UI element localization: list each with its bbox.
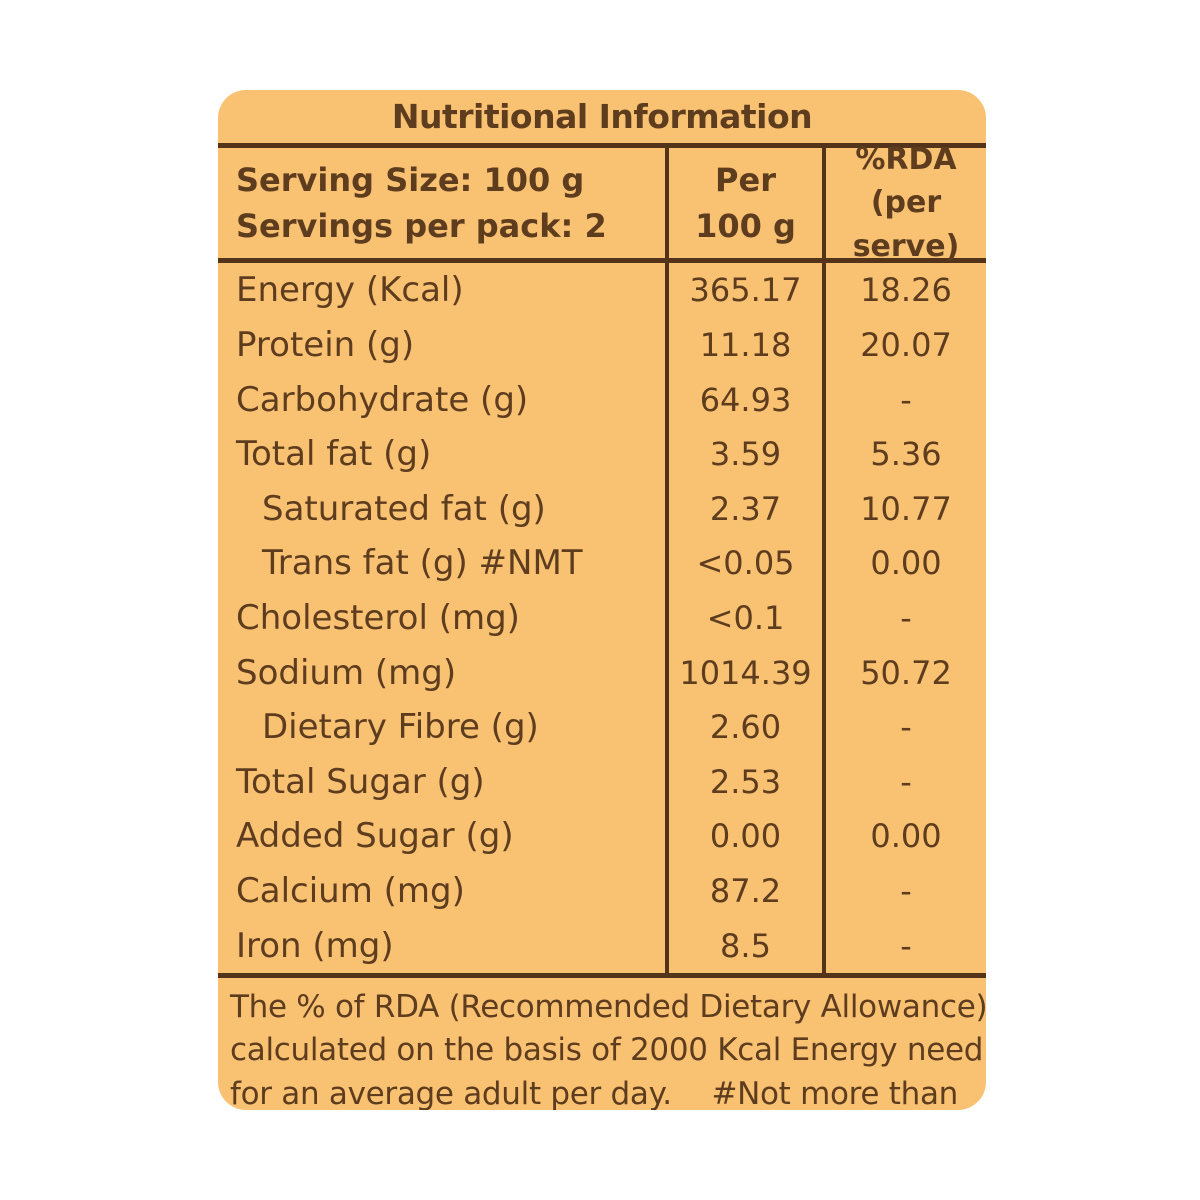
- nutrient-rda-value: -: [822, 918, 986, 973]
- table-row: Iron (mg) 8.5-: [218, 918, 986, 973]
- nutrient-per-100g-value: <0.1: [665, 590, 822, 646]
- table-row: Calcium (mg) 87.2-: [218, 863, 986, 919]
- nutrient-per-100g-value: 2.53: [665, 754, 822, 810]
- nutrient-rda-value: 0.00: [822, 536, 986, 591]
- table-row: Trans fat (g) #NMT <0.05 0.00: [218, 536, 986, 591]
- nutrient-per-100g-value: 3.59: [665, 426, 822, 482]
- nutrient-label: Dietary Fibre (g): [262, 707, 539, 748]
- nutrient-per-100g-value: 8.5: [665, 918, 822, 973]
- nutrient-per-100g-value: 11.18: [665, 317, 822, 373]
- footnote-line2: calculated on the basis of 2000 Kcal Ene…: [230, 1032, 984, 1069]
- footnote: The % of RDA (Recommended Dietary Allowa…: [218, 973, 986, 1110]
- nutrient-per-100g-value: 64.93: [665, 372, 822, 427]
- table-row: Total Sugar (g) 2.53-: [218, 754, 986, 810]
- nutrient-label: Added Sugar (g): [236, 816, 514, 857]
- nutrient-rda-value: 18.26: [822, 263, 986, 318]
- nutrient-label: Iron (mg): [236, 925, 394, 966]
- nutrient-label: Energy (Kcal): [236, 270, 464, 311]
- nutrient-per-100g-value: 0.00: [665, 809, 822, 864]
- table-header-row: Serving Size: 100 g Servings per pack: 2…: [218, 142, 986, 264]
- nutrient-rda-value: 0.00: [822, 809, 986, 864]
- nutrient-label: Total Sugar (g): [236, 761, 485, 802]
- footnote-line3: for an average adult per day. #Not more …: [230, 1073, 972, 1110]
- nutrient-label: Cholesterol (mg): [236, 597, 520, 638]
- footnote-line3-right: #Not more than: [711, 1075, 958, 1110]
- table-row: Dietary Fibre (g) 2.60-: [218, 699, 986, 755]
- nutrient-label: Sodium (mg): [236, 652, 457, 693]
- nutrient-per-100g-value: 2.60: [665, 699, 822, 755]
- nutrient-label: Protein (g): [236, 324, 415, 365]
- table-row: Total fat (g) 3.59 5.36: [218, 426, 986, 482]
- footnote-line3-left: for an average adult per day.: [230, 1075, 672, 1110]
- table-row: Sodium (mg) 1014.39 50.72: [218, 645, 986, 700]
- rda-header-line2: (per serve): [852, 185, 960, 264]
- nutrient-label: Carbohydrate (g): [236, 379, 529, 420]
- nutrient-label: Trans fat (g) #NMT: [262, 543, 583, 584]
- per-100g-header-line2: 100 g: [695, 207, 796, 245]
- table-row: Added Sugar (g) 0.00 0.00: [218, 809, 986, 864]
- nutrient-rda-value: -: [822, 754, 986, 810]
- nutrient-per-100g-value: <0.05: [665, 536, 822, 591]
- table-row: Energy (Kcal) 365.17 18.26: [218, 263, 986, 318]
- table-row: Carbohydrate (g) 64.93-: [218, 372, 986, 427]
- nutrient-rda-value: 20.07: [822, 317, 986, 373]
- per-100g-header-line1: Per: [715, 160, 776, 199]
- nutrient-rows: Energy (Kcal) 365.17 18.26 Protein (g) 11.18…: [218, 263, 986, 973]
- nutrient-rda-value: -: [822, 372, 986, 427]
- per-100g-header-cell: Per 100 g: [665, 148, 822, 258]
- nutrient-per-100g-value: 1014.39: [665, 645, 822, 700]
- table-row: Saturated fat (g) 2.37 10.77: [218, 481, 986, 537]
- nutrient-rda-value: 10.77: [822, 481, 986, 537]
- serving-size-text: Serving Size: 100 g: [236, 160, 585, 199]
- nutrient-label: Calcium (mg): [236, 871, 465, 911]
- nutrient-rda-value: 50.72: [822, 645, 986, 700]
- table-row: Cholesterol (mg) <0.1-: [218, 590, 986, 646]
- rda-header-cell: %RDA (per serve): [822, 142, 986, 264]
- nutrition-label-panel: Nutritional Information Serving Size: 10…: [218, 90, 986, 1110]
- servings-per-pack-text: Servings per pack: 2: [236, 207, 607, 245]
- nutrient-label: Saturated fat (g): [262, 488, 546, 529]
- nutrient-label: Total fat (g): [236, 434, 432, 475]
- nutrient-per-100g-value: 2.37: [665, 481, 822, 537]
- nutrient-rda-value: -: [822, 699, 986, 755]
- nutrient-rda-value: 5.36: [822, 426, 986, 482]
- nutrient-per-100g-value: 365.17: [665, 263, 822, 318]
- page-title: Nutritional Information: [218, 90, 986, 148]
- nutrient-rda-value: -: [822, 590, 986, 646]
- table-row: Protein (g) 11.18 20.07: [218, 317, 986, 373]
- nutrient-per-100g-value: 87.2: [665, 863, 822, 919]
- footnote-line1: The % of RDA (Recommended Dietary Allowa…: [230, 989, 986, 1025]
- rda-header-line1: %RDA: [855, 141, 957, 177]
- serving-info-header-cell: Serving Size: 100 g Servings per pack: 2: [218, 148, 665, 258]
- nutrient-rda-value: -: [822, 863, 986, 919]
